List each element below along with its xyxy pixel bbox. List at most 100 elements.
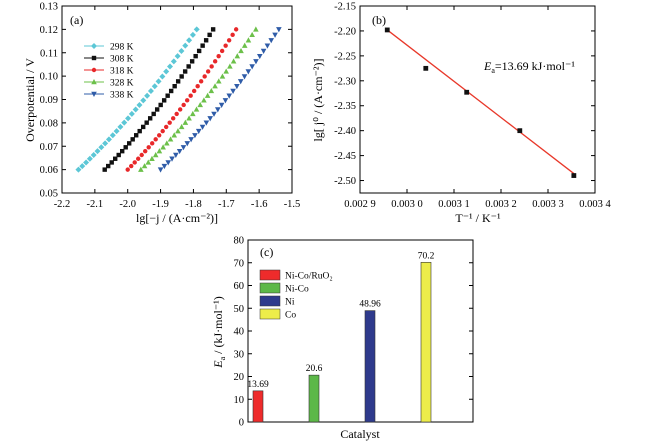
panel-a-data-point: [191, 88, 197, 94]
panel-a-data-point: [159, 73, 166, 80]
panel-a-data-point: [144, 92, 151, 99]
panel-a-data-point: [172, 84, 177, 89]
panel-a-data-point: [226, 38, 232, 43]
panel-c-legend-swatch: [259, 282, 281, 294]
panel-a-data-point: [160, 128, 165, 134]
panel-c-y-tick-label: 60: [234, 281, 245, 292]
panel-a-data-point: [234, 53, 241, 59]
panel-a-data-point: [121, 119, 128, 126]
panel-b-data-point: [464, 89, 470, 95]
panel-a-data-point: [105, 136, 112, 143]
panel-a-legend-label: 338 K: [110, 91, 134, 101]
panel-a-data-point: [204, 92, 211, 98]
panel-a-data-point: [156, 148, 163, 154]
panel-a-data-point: [184, 98, 190, 103]
panel-a-data-point: [125, 167, 130, 172]
panel-c-legend-label: Co: [285, 311, 296, 321]
panel-a-data-point: [193, 26, 200, 33]
panel-a-data-point: [176, 148, 183, 155]
panel-c-y-tick-label: 80: [234, 236, 245, 247]
panel-b-fit-line: [386, 29, 575, 175]
panel-a-data-point: [173, 152, 179, 158]
panel-b-plot-frame: [359, 5, 596, 194]
panel-c-tag: (c): [260, 245, 273, 259]
panel-a-data-point: [130, 137, 135, 142]
panel-a-y-tick-label: 0.10: [40, 72, 58, 83]
panel-a-series-298k: [75, 26, 200, 173]
panel-a-data-point: [151, 83, 158, 90]
panel-b-x-tick-label: 0.003 1: [438, 199, 470, 210]
panel-a-data-point: [161, 163, 168, 170]
panel-a-data-point: [253, 59, 259, 65]
panel-c-legend-swatch: [259, 308, 281, 320]
panel-a-data-point: [203, 120, 210, 126]
panel-c: (c) 0 10 20 30 40 50 60 70 80 13.69 20.6 48.96 70.2…: [211, 236, 474, 441]
panel-a-data-point: [186, 37, 193, 44]
panel-a-data-point: [226, 93, 233, 99]
panel-a-data-point: [241, 74, 248, 80]
panel-b: (b) 0.002 9 0.003 0 0.003 1 0.003 2 0.003 3 0…: [311, 2, 612, 226]
panel-c-plot-frame: [247, 239, 474, 423]
panel-c-legend-swatch: [259, 269, 281, 281]
panel-c-y-tick-label: 50: [234, 304, 245, 315]
panel-a-data-point: [143, 148, 148, 154]
panel-a-data-point: [230, 88, 236, 94]
panel-a-data-point: [90, 151, 97, 158]
panel-a-data-point: [189, 59, 195, 64]
panel-a-data-point: [160, 144, 166, 150]
panel-b-y-tick-label: -2.30: [334, 76, 356, 87]
panel-a-data-point: [276, 27, 282, 33]
panel-b-x-tick-label: 0.002 9: [344, 199, 376, 210]
panel-a-data-point: [182, 119, 189, 125]
panel-a-data-point: [215, 107, 221, 113]
panel-a-data-point: [195, 84, 200, 89]
panel-a-data-point: [219, 73, 226, 79]
panel-a-data-point: [109, 132, 116, 139]
panel-b-y-tick-label: -2.25: [334, 51, 356, 62]
panel-a-data-point: [222, 98, 229, 104]
panel-b-y-tick-label: -2.40: [334, 126, 356, 137]
panel-a-data-point: [234, 84, 240, 90]
panel-a-data-point: [152, 151, 159, 158]
panel-a-data-point: [109, 160, 114, 165]
panel-c-legend-swatch: [259, 295, 281, 307]
panel-a-legend-label: 298 K: [110, 43, 134, 53]
panel-a-data-point: [170, 58, 177, 65]
panel-a-y-tick-label: 0.07: [40, 142, 58, 153]
panel-b-annotation: Ea=13.69 kJ·mol⁻¹: [483, 59, 575, 75]
panel-a-data-point: [153, 137, 158, 142]
panel-a-data-point: [174, 111, 179, 117]
panel-a-data-point: [208, 87, 215, 94]
panel-a-data-point: [149, 141, 155, 146]
panel-a-x-tick-label: -1.6: [251, 199, 268, 210]
panel-c-y-axis-label: Ea / (kJ·mol⁻¹): [211, 296, 227, 369]
panel-a-data-point: [170, 116, 176, 121]
panel-a-data-point: [145, 159, 152, 165]
panel-b-tag: (b): [372, 13, 386, 27]
panel-a-data-point: [132, 160, 137, 165]
panel-a-data-point: [209, 64, 214, 69]
panel-c-x-axis-label: Catalyst: [340, 427, 380, 441]
panel-a-y-tick-label: 0.05: [40, 189, 58, 200]
panel-a-data-point: [141, 163, 148, 169]
panel-c-y-tick-label: 40: [234, 327, 245, 338]
panel-a-legend-label: 308 K: [110, 55, 134, 65]
panel-b-x-axis-label: T⁻¹ / K⁻¹: [455, 211, 501, 225]
panel-a-data-point: [211, 111, 217, 117]
panel-a-data-point: [182, 69, 188, 74]
panel-a-data-point: [113, 128, 120, 135]
panel-c-bar: [252, 390, 264, 423]
panel-c-y-tick-label: 0: [239, 418, 244, 429]
panel-a-data-point: [106, 163, 111, 169]
panel-a-data-point: [179, 74, 184, 79]
panel-a-data-point: [174, 53, 181, 60]
panel-a-data-point: [128, 110, 135, 117]
panel-a-data-point: [256, 53, 263, 60]
panel-a-x-tick-label: -1.8: [185, 199, 202, 210]
panel-a-legend-label: 318 K: [110, 67, 134, 77]
panel-c-y-tick-label: 70: [234, 258, 245, 269]
panel-a-data-point: [126, 141, 132, 146]
panel-c-bar: [308, 374, 320, 423]
panel-a-data-point: [182, 42, 189, 49]
